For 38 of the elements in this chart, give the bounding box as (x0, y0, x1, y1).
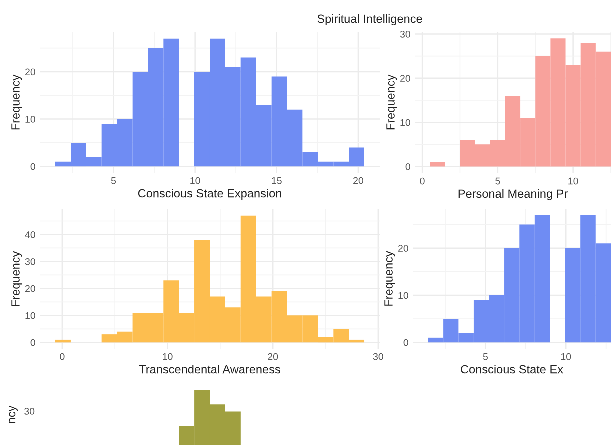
y-tick-label: 20 (26, 285, 36, 292)
y-tick-label: 20 (398, 245, 408, 252)
y-tick-label: 20 (400, 75, 410, 82)
x-axis-title: Conscious State Expansion (138, 189, 282, 200)
x-tick-label: 5 (483, 354, 488, 360)
x-axis-title: Conscious State Ex (461, 365, 564, 374)
y-tick-label: 0 (30, 339, 36, 346)
x-tick-label: 20 (354, 177, 364, 184)
y-tick-label: 0 (30, 163, 36, 170)
y-tick-label: 40 (25, 231, 36, 238)
y-axis-title: Frequency (12, 251, 22, 306)
y-tick-label: 10 (26, 312, 36, 320)
y-axis-title: Frequency (386, 74, 398, 130)
x-tick-label: 5 (496, 178, 500, 185)
x-tick-label: 10 (163, 353, 173, 360)
x-axis-title: Personal Meaning Pr (458, 189, 568, 200)
y-tick-label: 30 (25, 258, 36, 266)
x-axis-title: Transcendental Awareness (139, 365, 280, 374)
y-tick-label: 10 (400, 119, 410, 126)
y-tick-label: 0 (404, 339, 408, 346)
x-tick-label: 20 (268, 353, 278, 360)
chart-title: Spiritual Intelligence (318, 14, 422, 26)
y-tick-label: 0 (406, 164, 410, 170)
x-tick-label: 0 (420, 178, 425, 185)
y-axis-title: Frequency (12, 74, 22, 130)
x-tick-label: 0 (60, 353, 65, 360)
y-axis-title: ncy (9, 406, 18, 424)
y-axis-title: Frequency (384, 251, 396, 306)
y-tick-label: 30 (400, 30, 410, 38)
y-tick-label: 20 (26, 68, 36, 76)
x-tick-label: 15 (272, 178, 282, 184)
x-tick-label: 5 (111, 178, 116, 184)
x-tick-label: 30 (373, 353, 384, 360)
x-tick-label: 10 (190, 177, 200, 184)
x-tick-label: 10 (561, 353, 572, 360)
y-tick-label: 10 (398, 292, 408, 300)
y-tick-label: 10 (26, 116, 36, 123)
x-tick-label: 10 (568, 178, 578, 185)
